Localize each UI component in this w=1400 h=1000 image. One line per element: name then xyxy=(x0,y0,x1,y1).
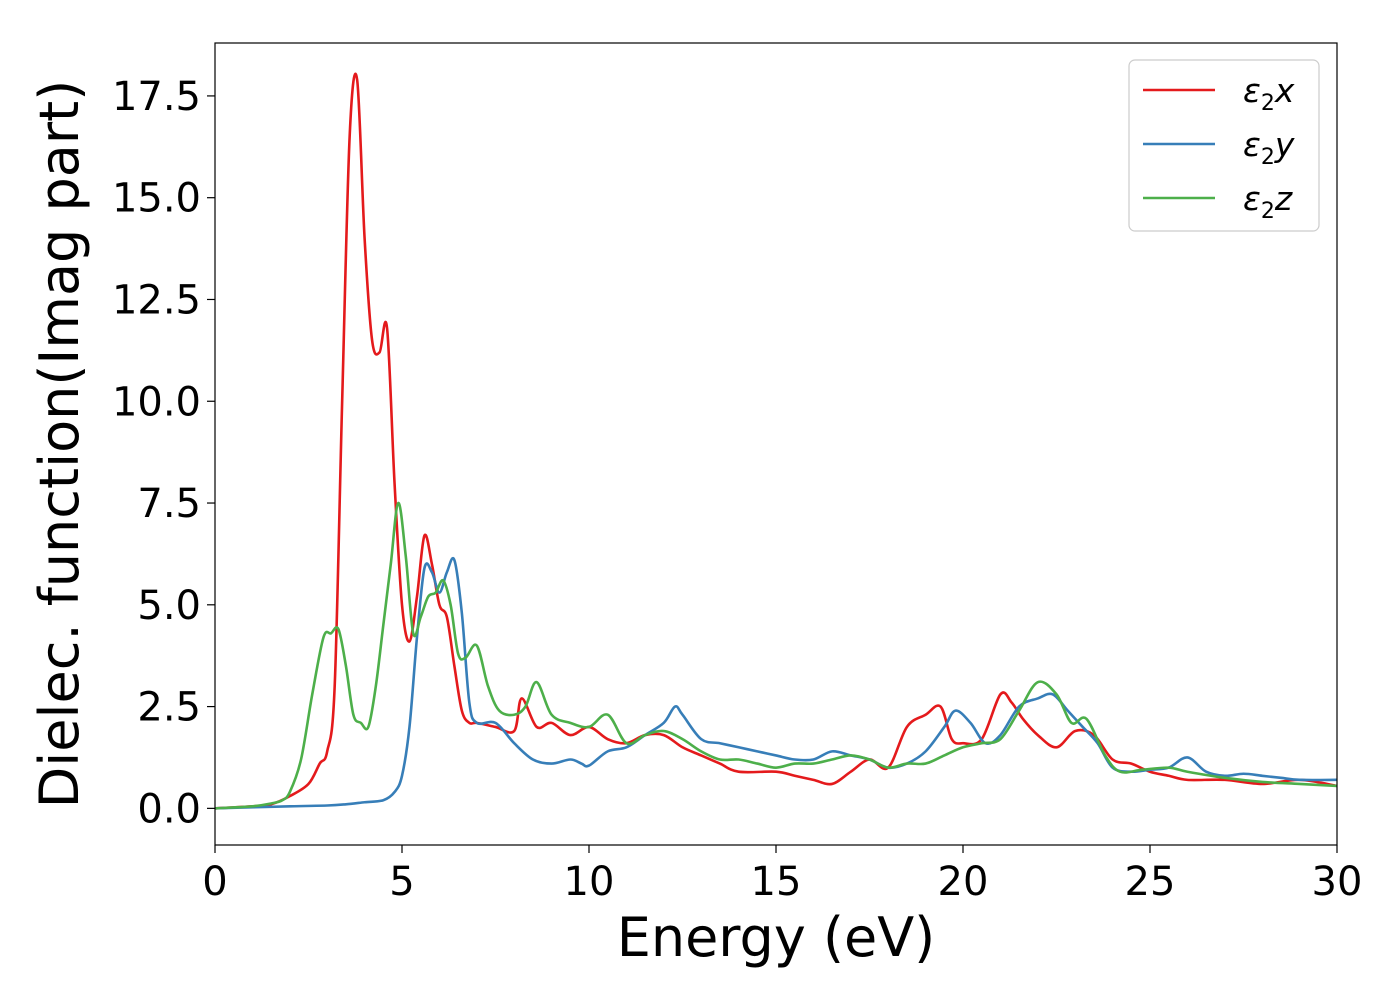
y-tick-label: 0.0 xyxy=(137,786,201,832)
x-tick-label: 30 xyxy=(1312,859,1363,905)
legend-label-y: ε2y xyxy=(1243,125,1295,170)
legend-box xyxy=(1128,59,1320,232)
x-tick-label: 0 xyxy=(202,859,227,905)
y-tick-label: 2.5 xyxy=(137,685,201,731)
y-tick-label: 10.0 xyxy=(112,379,201,425)
y-tick-label: 15.0 xyxy=(112,176,201,222)
x-axis-label: Energy (eV) xyxy=(617,906,936,969)
y-tick-label: 17.5 xyxy=(112,74,201,120)
series-line-z xyxy=(214,501,1338,810)
y-tick-label: 7.5 xyxy=(137,481,201,527)
y-tick-label: 12.5 xyxy=(112,277,201,323)
x-tick-label: 10 xyxy=(564,859,615,905)
x-tick-label: 25 xyxy=(1125,859,1176,905)
x-axis: 0 5 10 15 20 25 30 xyxy=(202,845,1362,905)
x-tick-label: 5 xyxy=(389,859,414,905)
legend: ε2x ε2y ε2z xyxy=(1128,59,1320,232)
x-tick-label: 20 xyxy=(938,859,989,905)
legend-label-x: ε2x xyxy=(1243,71,1295,116)
series-layer xyxy=(214,72,1338,810)
legend-label-z: ε2z xyxy=(1243,179,1293,224)
y-axis-label: Dielec. function(Imag part) xyxy=(28,80,91,809)
y-axis: 0.0 2.5 5.0 7.5 10.0 12.5 15.0 17.5 xyxy=(112,74,215,832)
y-tick-label: 5.0 xyxy=(137,583,201,629)
x-tick-label: 15 xyxy=(751,859,802,905)
